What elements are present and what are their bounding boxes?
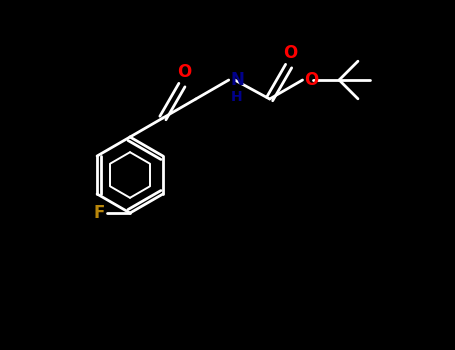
Text: O: O bbox=[177, 63, 191, 81]
Text: H: H bbox=[231, 90, 243, 104]
Text: O: O bbox=[304, 71, 319, 89]
Text: N: N bbox=[231, 71, 245, 89]
Text: F: F bbox=[94, 204, 105, 222]
Text: O: O bbox=[283, 44, 298, 62]
